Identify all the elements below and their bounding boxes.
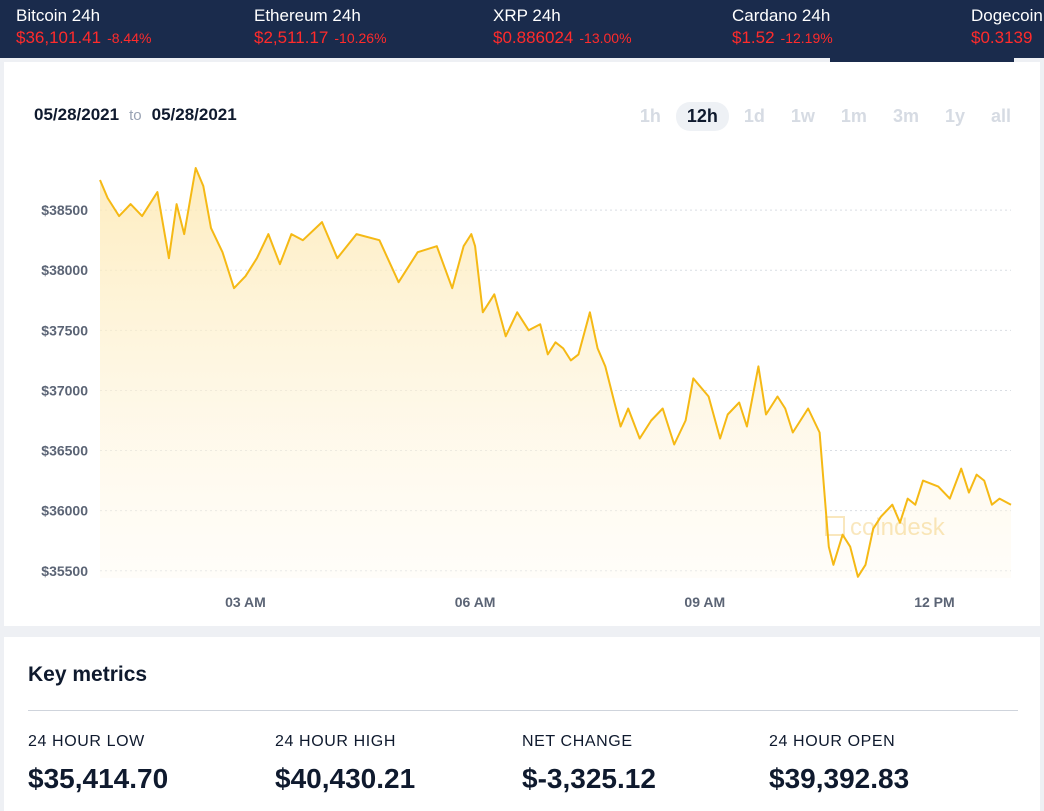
- to-label: to: [129, 107, 142, 124]
- metric-24h-open: 24 HOUR OPEN $39,392.83: [769, 733, 909, 795]
- y-tick-label: $37000: [41, 382, 88, 398]
- metric-value: $40,430.21: [275, 763, 416, 794]
- ticker-change: -10.26%: [334, 30, 387, 46]
- metric-label: 24 HOUR OPEN: [769, 733, 896, 750]
- ticker-name: Bitcoin 24h: [16, 6, 101, 25]
- time-range-selector: 1h 12h 1d 1w 1m 3m 1y all: [629, 102, 1022, 131]
- coindesk-logo-icon: [825, 516, 845, 536]
- ticker-price: $36,101.41: [16, 28, 102, 47]
- metric-value: $-3,325.12: [522, 763, 656, 794]
- ticker-change: -13.00%: [579, 30, 632, 46]
- range-1d[interactable]: 1d: [743, 106, 765, 126]
- metric-label: NET CHANGE: [522, 733, 633, 750]
- metric-value: $39,392.83: [769, 763, 910, 794]
- y-tick-label: $37500: [41, 322, 88, 338]
- ticker-name: Ethereum 24h: [254, 6, 361, 25]
- x-tick-label: 12 PM: [914, 594, 954, 610]
- ticker-name: Cardano 24h: [732, 6, 831, 25]
- x-tick-label: 03 AM: [225, 594, 266, 610]
- ticker-item-xrp[interactable]: XRP 24h $0.886024 -13.00%: [493, 6, 632, 49]
- price-area-fill: [100, 168, 1011, 578]
- ticker-item-cardano[interactable]: Cardano 24h $1.52 -12.19%: [732, 6, 833, 49]
- metric-label: 24 HOUR HIGH: [275, 733, 396, 750]
- key-metrics-card: Key metrics 24 HOUR LOW $35,414.70 24 HO…: [4, 637, 1040, 811]
- y-tick-label: $35500: [41, 563, 88, 579]
- ticker-name: XRP 24h: [493, 6, 561, 25]
- ticker-item-dogecoin[interactable]: Dogecoin $0.3139: [971, 6, 1043, 49]
- x-axis-ticks: 03 AM 06 AM 09 AM 12 PM: [225, 594, 955, 610]
- ticker-name: Dogecoin: [971, 6, 1043, 25]
- key-metrics-title: Key metrics: [28, 663, 148, 686]
- x-tick-label: 09 AM: [684, 594, 725, 610]
- ticker-change: -8.44%: [107, 30, 152, 46]
- ticker-price: $1.52: [732, 28, 775, 47]
- metric-value: $35,414.70: [28, 763, 169, 794]
- date-range[interactable]: 05/28/2021 to 05/28/2021: [34, 105, 237, 125]
- metric-net-change: NET CHANGE $-3,325.12: [522, 733, 656, 795]
- divider: [28, 710, 1018, 711]
- price-line-series: [99, 167, 1012, 578]
- x-tick-label: 06 AM: [455, 594, 496, 610]
- metric-label: 24 HOUR LOW: [28, 733, 145, 750]
- range-1m[interactable]: 1m: [840, 106, 867, 126]
- ticker-price: $0.3139: [971, 28, 1033, 47]
- start-date[interactable]: 05/28/2021: [34, 105, 120, 124]
- range-all[interactable]: all: [990, 106, 1011, 126]
- range-1w[interactable]: 1w: [790, 106, 815, 126]
- range-12h[interactable]: 12h: [675, 102, 729, 131]
- end-date[interactable]: 05/28/2021: [151, 105, 237, 124]
- price-chart-card: $35500 $36000 $36500 $37000 $37500 $38000 $385…: [4, 62, 1040, 626]
- y-axis-ticks: $35500 $36000 $36500 $37000 $37500 $38000 $385…: [41, 202, 88, 579]
- range-1y[interactable]: 1y: [944, 106, 965, 126]
- ticker-price: $0.886024: [493, 28, 574, 47]
- price-ticker-bar: Bitcoin 24h $36,101.41 -8.44% Ethereum 24…: [0, 0, 1044, 58]
- range-1h[interactable]: 1h: [639, 106, 661, 126]
- metric-24h-high: 24 HOUR HIGH $40,430.21: [275, 733, 415, 795]
- y-tick-label: $36500: [41, 443, 88, 459]
- range-3m[interactable]: 3m: [892, 106, 919, 126]
- ticker-change: -12.19%: [780, 30, 833, 46]
- y-tick-label: $38000: [41, 262, 88, 278]
- ticker-item-ethereum[interactable]: Ethereum 24h $2,511.17 -10.26%: [254, 6, 387, 49]
- price-chart[interactable]: $35500 $36000 $36500 $37000 $37500 $38000 $385…: [4, 62, 1040, 626]
- y-tick-label: $36000: [41, 503, 88, 519]
- ticker-item-bitcoin[interactable]: Bitcoin 24h $36,101.41 -8.44%: [16, 6, 151, 49]
- y-tick-label: $38500: [41, 202, 88, 218]
- ticker-price: $2,511.17: [254, 28, 329, 47]
- metric-24h-low: 24 HOUR LOW $35,414.70: [28, 733, 168, 795]
